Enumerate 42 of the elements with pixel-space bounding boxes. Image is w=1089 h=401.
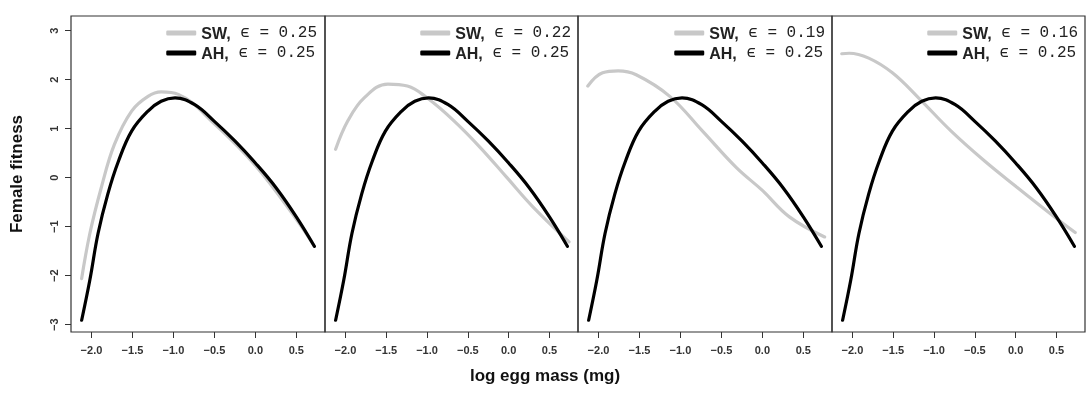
legend-label: AH, ϵ = 0.25	[709, 44, 824, 62]
x-tick-label: −2.0	[841, 343, 864, 356]
x-tick-label: 0.0	[247, 343, 263, 356]
x-tick-label: −0.5	[456, 343, 479, 356]
y-tick-label: 2	[47, 76, 60, 83]
x-tick-label: −2.0	[80, 343, 103, 356]
x-tick-label: 0.0	[1007, 343, 1024, 356]
x-tick-label: −1.0	[162, 343, 185, 356]
x-tick-label: −2.0	[587, 343, 610, 356]
x-tick-label: −2.0	[334, 343, 357, 356]
x-tick-label: 0.5	[541, 343, 558, 356]
line-series	[80, 96, 316, 322]
legend-label: AH, ϵ = 0.25	[962, 44, 1077, 62]
legend-label: AH, ϵ = 0.25	[201, 44, 316, 62]
y-tick-label: 0	[47, 174, 60, 181]
x-tick-label: 0.5	[288, 343, 304, 356]
x-tick-label: 0.5	[795, 343, 811, 356]
x-tick-label: −0.5	[203, 343, 226, 356]
legend-label: SW, ϵ = 0.19	[709, 24, 826, 42]
legend-label: AH, ϵ = 0.25	[455, 44, 570, 62]
y-tick-label: −3	[47, 318, 60, 331]
y-axis-title: Female fitness	[7, 114, 26, 234]
legend-label: SW, ϵ = 0.25	[201, 24, 318, 42]
x-tick-label: −1.5	[628, 343, 651, 356]
legend-label: SW, ϵ = 0.16	[962, 24, 1079, 42]
x-tick-label: −1.5	[882, 343, 905, 356]
legend-label: SW, ϵ = 0.22	[455, 24, 572, 42]
x-tick-label: −1.5	[121, 343, 144, 356]
x-tick-label: −1.0	[923, 343, 945, 356]
x-tick-label: 0.5	[1048, 343, 1065, 356]
y-tick-label: −2	[47, 269, 60, 282]
y-tick-label: −1	[47, 220, 60, 233]
x-tick-label: 0.0	[500, 343, 517, 356]
x-tick-label: −1.0	[669, 343, 692, 356]
x-tick-label: −0.5	[963, 343, 986, 356]
x-tick-label: −1.0	[416, 343, 438, 356]
x-axis-title: log egg mass (mg)	[468, 366, 622, 386]
x-tick-label: −0.5	[710, 343, 733, 356]
y-tick-label: 3	[47, 27, 60, 34]
y-tick-label: 1	[47, 125, 60, 132]
x-tick-label: −1.5	[375, 343, 398, 356]
x-tick-label: 0.0	[754, 343, 770, 356]
